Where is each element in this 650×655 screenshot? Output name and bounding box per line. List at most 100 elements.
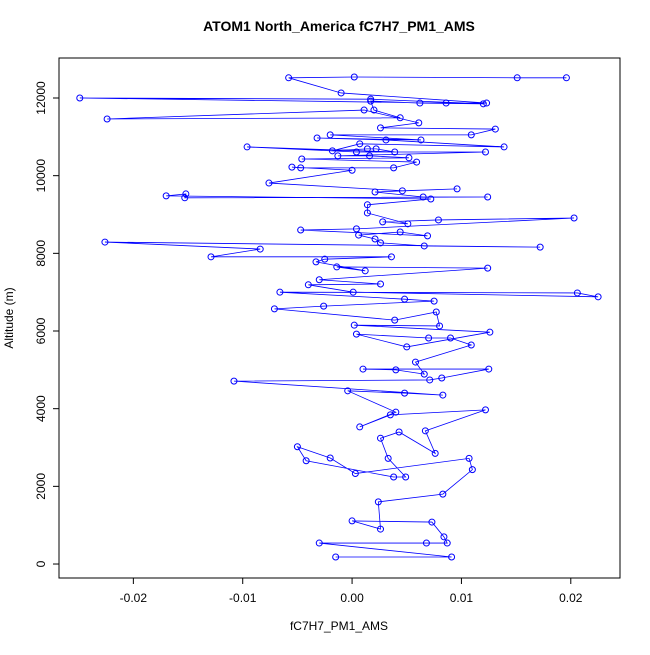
- y-tick-label: 4000: [34, 395, 48, 422]
- data-point: [162, 192, 170, 200]
- data-point: [432, 308, 440, 316]
- data-point: [491, 125, 499, 133]
- data-point: [562, 74, 570, 82]
- data-point: [348, 517, 356, 525]
- data-point: [467, 341, 475, 349]
- data-point: [288, 163, 296, 171]
- data-point: [536, 243, 544, 251]
- data-point: [412, 358, 420, 366]
- data-line: [79, 76, 599, 558]
- data-point: [377, 280, 385, 288]
- data-point: [384, 454, 392, 462]
- data-point: [386, 411, 394, 419]
- y-tick-label: 10000: [34, 159, 48, 193]
- data-point: [481, 406, 489, 414]
- data-point: [371, 235, 379, 243]
- y-tick-label: 6000: [34, 317, 48, 344]
- data-point: [270, 305, 278, 313]
- data-point: [439, 490, 447, 498]
- data-point: [355, 231, 363, 239]
- data-point: [485, 365, 493, 373]
- y-axis-label: Altitude (m): [2, 287, 16, 348]
- data-point: [467, 131, 475, 139]
- x-tick-label: -0.01: [229, 591, 257, 605]
- data-point: [320, 302, 328, 310]
- data-point: [297, 226, 305, 234]
- data-point: [594, 293, 602, 301]
- x-tick-label: -0.02: [120, 591, 148, 605]
- data-point: [468, 466, 476, 474]
- data-point: [352, 225, 360, 233]
- data-point: [298, 155, 306, 163]
- data-point: [382, 136, 390, 144]
- data-point: [356, 140, 364, 148]
- data-point: [413, 158, 421, 166]
- data-point: [103, 115, 111, 123]
- data-point: [440, 533, 448, 541]
- data-point: [367, 95, 375, 103]
- data-point: [425, 334, 433, 342]
- y-tick-label: 2000: [34, 473, 48, 500]
- data-point: [430, 297, 438, 305]
- data-point: [351, 470, 359, 478]
- x-tick-label: 0.00: [340, 591, 364, 605]
- data-point: [403, 343, 411, 351]
- data-point: [391, 316, 399, 324]
- data-point: [230, 377, 238, 385]
- data-point: [181, 194, 189, 202]
- data-point: [348, 166, 356, 174]
- chart-title: ATOM1 North_America fC7H7_PM1_AMS: [203, 18, 475, 34]
- data-point: [443, 539, 451, 547]
- data-point: [350, 321, 358, 329]
- data-point: [448, 553, 456, 561]
- data-point: [420, 242, 428, 250]
- data-point: [402, 473, 410, 481]
- data-point: [483, 99, 491, 107]
- data-point: [361, 267, 369, 275]
- data-point: [392, 366, 400, 374]
- data-point: [302, 457, 310, 465]
- data-point: [442, 99, 450, 107]
- data-point: [363, 145, 371, 153]
- data-point: [439, 391, 447, 399]
- data-point: [377, 239, 385, 247]
- data-point: [431, 449, 439, 457]
- y-tick-label: 0: [34, 560, 48, 567]
- plot-frame: [58, 57, 621, 579]
- data-point: [333, 263, 341, 271]
- data-point: [398, 187, 406, 195]
- data-point: [424, 232, 432, 240]
- data-point: [326, 454, 334, 462]
- data-point: [479, 100, 487, 108]
- data-point: [453, 185, 461, 193]
- data-point: [326, 131, 334, 139]
- data-point: [379, 218, 387, 226]
- data-point: [367, 97, 375, 105]
- data-point: [446, 334, 454, 342]
- data-point: [419, 193, 427, 201]
- data-point: [427, 195, 435, 203]
- data-point: [363, 201, 371, 209]
- data-point: [372, 145, 380, 153]
- data-point: [486, 328, 494, 336]
- data-point: [465, 454, 473, 462]
- data-point: [396, 114, 404, 122]
- data-point: [207, 253, 215, 261]
- data-point: [293, 443, 301, 451]
- x-tick-label: 0.02: [559, 591, 583, 605]
- data-point: [334, 152, 342, 160]
- data-point: [422, 539, 430, 547]
- data-point: [366, 152, 374, 160]
- data-point: [377, 124, 385, 132]
- data-point: [426, 376, 434, 384]
- x-tick-label: 0.01: [450, 591, 474, 605]
- data-point: [395, 428, 403, 436]
- data-point: [415, 119, 423, 127]
- data-point: [391, 148, 399, 156]
- data-point: [392, 408, 400, 416]
- data-point: [360, 106, 368, 114]
- data-point: [416, 99, 424, 107]
- data-point: [434, 216, 442, 224]
- data-point: [481, 148, 489, 156]
